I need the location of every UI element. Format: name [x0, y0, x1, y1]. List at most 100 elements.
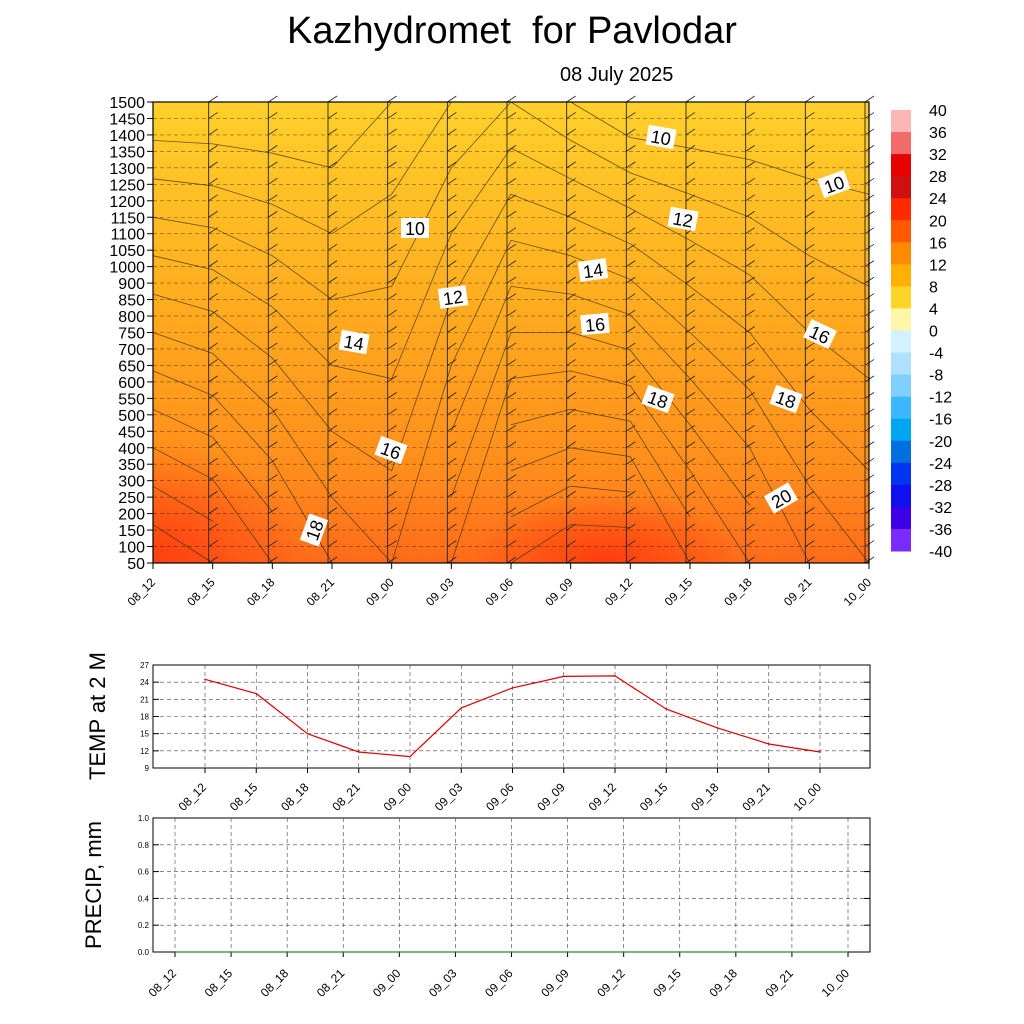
wind-barb [566, 424, 576, 432]
wind-barb [626, 112, 636, 119]
contour-label: 10 [401, 218, 429, 239]
wind-barb [447, 441, 457, 449]
wind-barb [805, 556, 815, 564]
wind-barb [566, 194, 576, 202]
wind-barb [805, 161, 815, 169]
wind-barb [566, 540, 576, 547]
wind-barb [208, 260, 218, 267]
x-tick-label: 10_00 [841, 575, 875, 609]
wind-barb [387, 210, 397, 218]
wind-barb [208, 392, 218, 399]
temp-x-tick-label: 10_00 [791, 780, 825, 814]
y-tick-label: 1500 [109, 95, 145, 112]
temp-x-tick-label: 08_12 [176, 780, 210, 814]
x-tick-label: 09_00 [363, 575, 397, 609]
wind-barb [268, 540, 278, 547]
wind-barb [208, 326, 218, 333]
wind-barb [268, 243, 278, 251]
wind-barb [745, 243, 755, 251]
colorbar-segment [891, 528, 911, 552]
wind-barb [685, 392, 696, 399]
y-tick-label: 350 [118, 457, 145, 474]
wind-barb [447, 556, 457, 564]
wind-barb [805, 392, 815, 399]
wind-barb [268, 507, 278, 514]
wind-barb [805, 408, 815, 416]
wind-barb [327, 375, 338, 383]
wind-barb [268, 556, 278, 564]
wind-barb [387, 177, 397, 185]
wind-barb [566, 293, 576, 300]
contour-label: 10 [645, 124, 677, 150]
wind-barb [685, 128, 696, 136]
wind-barb [745, 507, 755, 514]
colorbar-label: 4 [929, 301, 938, 318]
wind-barb [208, 375, 218, 383]
wind-barb [506, 128, 517, 136]
colorbar-segment [891, 110, 911, 133]
wind-barb [685, 260, 696, 267]
wind-barb [387, 408, 397, 416]
wind-barb [208, 112, 218, 119]
wind-barb [566, 276, 576, 284]
colorbar-label: -28 [929, 478, 952, 495]
wind-barb [387, 375, 397, 383]
wind-barb [805, 507, 815, 514]
precip-x-tick-label: 08_12 [146, 966, 180, 1000]
wind-barb [745, 95, 755, 103]
contour-label-text: 16 [584, 314, 606, 336]
colorbar-label: -16 [929, 412, 952, 429]
wind-barb [745, 260, 755, 267]
isotherm-contour [152, 408, 691, 522]
wind-barb [745, 161, 755, 169]
precip-x-tick-label: 09_12 [594, 966, 628, 1000]
y-tick-label: 1450 [109, 111, 145, 128]
colorbar-segment [891, 440, 911, 464]
temp-x-tick-label: 09_18 [688, 780, 722, 814]
wind-barb [387, 424, 397, 432]
wind-barb [685, 507, 696, 514]
temp-x-tick-label: 09_09 [534, 780, 568, 814]
wind-barb [506, 112, 517, 119]
wind-barb [387, 540, 397, 547]
wind-barb [268, 210, 278, 218]
wind-barb [327, 227, 338, 235]
wind-barb [268, 276, 278, 284]
wind-barb [208, 227, 218, 235]
wind-barb [327, 243, 338, 251]
wind-barb [327, 309, 338, 317]
wind-barb [506, 161, 517, 169]
wind-barb [506, 309, 517, 317]
wind-barb [805, 177, 815, 185]
wind-barb [447, 375, 457, 383]
wind-barb [447, 210, 457, 218]
wind-barb [626, 260, 636, 267]
wind-barb [447, 145, 457, 152]
wind-barb [387, 161, 397, 169]
colorbar-label: -4 [929, 346, 943, 363]
wind-barb [447, 260, 457, 267]
wind-barb [626, 408, 636, 416]
colorbar-segment [891, 264, 911, 287]
wind-barb [745, 490, 755, 498]
wind-barb [327, 95, 338, 103]
wind-barb [626, 424, 636, 432]
wind-barb [268, 424, 278, 432]
colorbar-segment [891, 154, 911, 177]
wind-barb [805, 309, 815, 317]
contour-label-box [437, 285, 469, 309]
wind-barb [387, 95, 397, 103]
wind-barb [745, 441, 755, 449]
temp-x-tick-label: 09_00 [381, 780, 415, 814]
wind-barb [387, 128, 397, 136]
wind-barb [268, 95, 278, 103]
wind-barb [506, 243, 517, 251]
wind-barb [208, 424, 218, 432]
precip-x-tick-label: 09_03 [426, 966, 460, 1000]
contour-label-text: 14 [342, 331, 365, 354]
wind-barb [685, 161, 696, 169]
wind-barb [387, 392, 397, 399]
wind-barb [685, 540, 696, 547]
wind-barb [566, 457, 576, 465]
colorbar-segment [891, 198, 911, 221]
